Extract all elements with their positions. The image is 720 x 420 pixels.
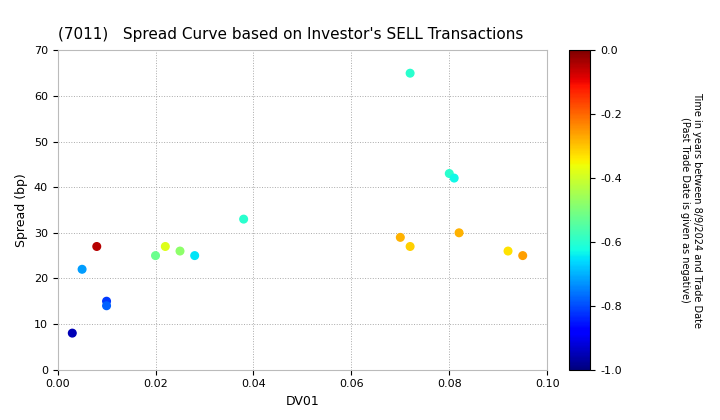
Point [503, 248, 514, 255]
Point [174, 248, 186, 255]
Point [449, 175, 460, 181]
Point [101, 302, 112, 309]
Point [405, 243, 416, 250]
Point [517, 252, 528, 259]
Point [150, 252, 161, 259]
Text: Time in years between 8/9/2024 and Trade Date
(Past Trade Date is given as negat: Time in years between 8/9/2024 and Trade… [680, 92, 702, 328]
Point [66, 330, 78, 336]
Point [76, 266, 88, 273]
Y-axis label: Spread (bp): Spread (bp) [15, 173, 28, 247]
Point [91, 243, 102, 250]
Point [454, 229, 465, 236]
Point [444, 170, 455, 177]
Point [189, 252, 200, 259]
Point [101, 298, 112, 304]
X-axis label: DV01: DV01 [286, 395, 319, 408]
Point [395, 234, 406, 241]
Point [160, 243, 171, 250]
Text: (7011)   Spread Curve based on Investor's SELL Transactions: (7011) Spread Curve based on Investor's … [58, 27, 523, 42]
Point [405, 70, 416, 76]
Point [238, 216, 249, 223]
